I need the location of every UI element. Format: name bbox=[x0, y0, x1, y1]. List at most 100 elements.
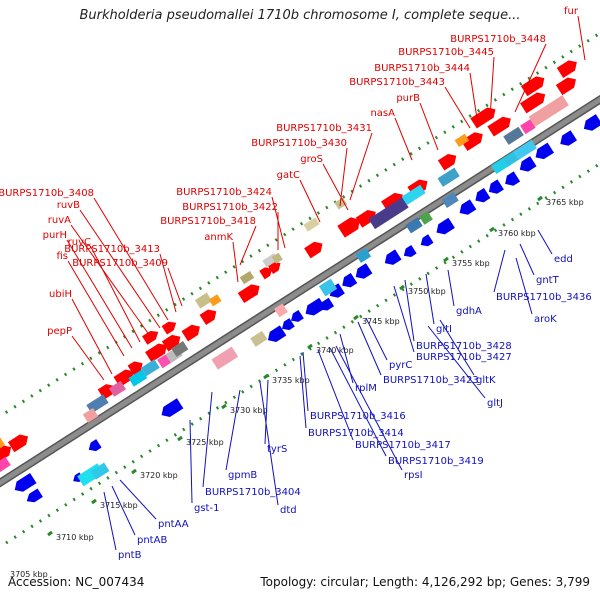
kbp-tick-mark bbox=[443, 256, 449, 263]
label-leader bbox=[365, 317, 388, 361]
label-leader bbox=[419, 102, 439, 151]
map-title: Burkholderia pseudomallei 1710b chromoso… bbox=[79, 8, 521, 23]
forward-gene bbox=[259, 267, 273, 280]
forward-gene-label: BURPS1710b_3431 bbox=[276, 123, 372, 134]
feature-box bbox=[303, 217, 320, 232]
label-leader bbox=[90, 246, 141, 343]
label-leader bbox=[404, 279, 415, 342]
reverse-gene-label: BURPS1710b_3417 bbox=[355, 440, 451, 451]
forward-gene bbox=[381, 192, 403, 212]
forward-gene-label: ubiH bbox=[49, 289, 72, 300]
forward-gene bbox=[199, 309, 217, 326]
label-leader bbox=[515, 257, 533, 315]
feature-box bbox=[437, 167, 460, 187]
forward-gene-label: anmK bbox=[204, 232, 233, 243]
kbp-tick-mark bbox=[489, 226, 495, 233]
feature-box bbox=[274, 303, 288, 318]
forward-gene bbox=[181, 324, 200, 342]
kbp-tick-label: 3720 kbp bbox=[140, 471, 178, 480]
label-leader bbox=[537, 229, 553, 255]
kbp-tick-label: 3750 kbp bbox=[408, 287, 446, 296]
label-leader bbox=[393, 285, 415, 353]
reverse-gene bbox=[475, 187, 491, 203]
forward-gene-label: BURPS1710b_3408 bbox=[0, 188, 94, 199]
label-leader bbox=[167, 267, 183, 307]
kbp-tick-label: 3735 kbp bbox=[272, 376, 310, 385]
accession-text: Accession: NC_007434 bbox=[8, 575, 145, 589]
label-leaders bbox=[66, 15, 586, 551]
label-leader bbox=[322, 163, 349, 211]
forward-gene-label: gatC bbox=[277, 170, 300, 181]
reverse-gene bbox=[535, 142, 554, 160]
label-leader bbox=[439, 319, 475, 376]
label-leader bbox=[103, 491, 117, 551]
gene-labels: fur BURPS1710b_3448 BURPS1710b_3445 BURPS17… bbox=[0, 6, 592, 561]
forward-gene-label: BURPS1710b_3448 bbox=[450, 34, 546, 45]
forward-gene bbox=[556, 60, 577, 78]
feature-box bbox=[128, 369, 148, 387]
label-leader bbox=[159, 253, 177, 313]
label-leader bbox=[349, 132, 373, 201]
forward-gene-label: BURPS1710b_3413 bbox=[64, 244, 160, 255]
reverse-gene-label: edd bbox=[554, 254, 573, 265]
forward-gene bbox=[520, 76, 545, 97]
feature-box bbox=[250, 330, 268, 347]
reverse-gene-label: rplM bbox=[355, 383, 377, 394]
reverse-gene-label: BURPS1710b_3427 bbox=[416, 352, 512, 363]
label-leader bbox=[317, 349, 354, 441]
kbp-tick-label: 3745 kbp bbox=[362, 317, 400, 326]
label-leader bbox=[66, 239, 133, 349]
feature-box bbox=[0, 456, 11, 473]
forward-gene-label: BURPS1710b_3445 bbox=[398, 47, 494, 58]
forward-gene-label: BURPS1710b_3430 bbox=[251, 138, 347, 149]
forward-gene bbox=[555, 77, 576, 96]
feature-box bbox=[368, 197, 409, 230]
reverse-gene bbox=[161, 398, 184, 417]
label-leader bbox=[202, 391, 213, 488]
feature-box bbox=[239, 270, 255, 285]
label-leader bbox=[357, 321, 382, 376]
feature-box bbox=[419, 210, 433, 225]
kbp-tick-mark bbox=[353, 314, 359, 321]
label-leader bbox=[264, 379, 269, 445]
kbp-tick-mark bbox=[131, 468, 137, 475]
feature-box bbox=[441, 192, 459, 209]
reverse-gene bbox=[519, 156, 537, 172]
reverse-gene bbox=[26, 488, 43, 503]
label-leader bbox=[447, 269, 455, 307]
kbp-tick-mark bbox=[537, 195, 543, 202]
forward-gene bbox=[237, 284, 260, 304]
reverse-gene-label: pntAB bbox=[137, 535, 167, 546]
forward-gene bbox=[337, 217, 360, 238]
kbp-tick-mark bbox=[47, 530, 53, 537]
forward-gene-label: BURPS1710b_3409 bbox=[72, 258, 168, 269]
label-leader bbox=[335, 345, 403, 471]
reverse-gene-label: BURPS1710b_3414 bbox=[308, 428, 404, 439]
feature-box bbox=[401, 184, 426, 206]
feature-box bbox=[528, 95, 569, 127]
kbp-ticks: 3710 kbp 3715 kbp 3720 kbp 3725 kbp 3730 kbp… bbox=[10, 195, 584, 579]
forward-gene-label: BURPS1710b_3418 bbox=[160, 216, 256, 227]
forward-gene-label: nasA bbox=[370, 108, 395, 119]
feature-box bbox=[271, 252, 283, 264]
feature-box bbox=[520, 119, 536, 135]
feature-box bbox=[194, 292, 213, 309]
kbp-tick-label: 3765 kbp bbox=[546, 198, 584, 207]
feature-box bbox=[211, 346, 239, 370]
reverse-gene bbox=[14, 473, 37, 492]
reverse-gene-label: BURPS1710b_3404 bbox=[205, 487, 301, 498]
forward-gene bbox=[142, 330, 159, 345]
kbp-tick-mark bbox=[177, 435, 183, 442]
label-leader bbox=[70, 224, 151, 337]
forward-gene-label: BURPS1710b_3444 bbox=[374, 63, 470, 74]
reverse-gene bbox=[291, 309, 304, 322]
label-leader bbox=[394, 117, 413, 161]
kbp-tick-label: 3710 kbp bbox=[56, 533, 94, 542]
reverse-gene bbox=[355, 263, 373, 279]
label-leader bbox=[519, 243, 535, 276]
label-leader bbox=[299, 355, 307, 429]
kbp-tick-label: 3715 kbp bbox=[100, 501, 138, 510]
feature-box bbox=[318, 278, 338, 297]
